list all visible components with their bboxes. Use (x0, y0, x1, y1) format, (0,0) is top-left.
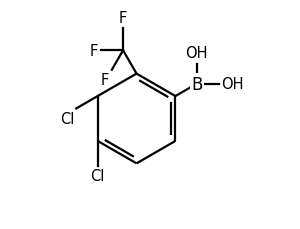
Text: F: F (90, 44, 98, 59)
Text: OH: OH (185, 46, 208, 61)
Text: F: F (101, 73, 109, 87)
Text: OH: OH (221, 77, 244, 92)
Text: F: F (119, 11, 127, 26)
Text: B: B (191, 75, 202, 93)
Text: Cl: Cl (60, 111, 74, 126)
Text: Cl: Cl (91, 169, 105, 183)
